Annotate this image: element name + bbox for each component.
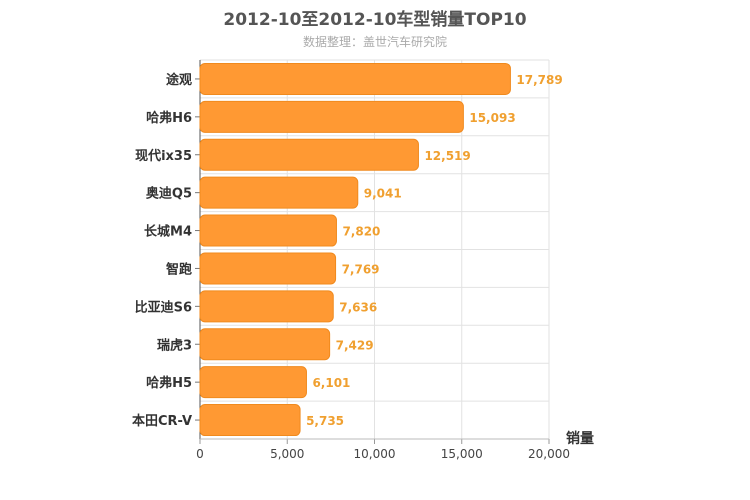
value-label: 9,041	[364, 187, 402, 201]
bar	[199, 138, 419, 171]
bar	[199, 366, 307, 399]
value-label: 7,636	[339, 300, 377, 314]
bar	[199, 100, 464, 133]
value-label: 6,101	[312, 376, 350, 390]
bar	[199, 290, 334, 323]
category-label: 比亚迪S6	[135, 299, 192, 315]
x-axis-title: 销量	[566, 430, 594, 447]
bar	[199, 252, 337, 285]
value-label: 7,820	[342, 225, 380, 239]
x-tick-label: 15,000	[441, 447, 483, 461]
category-label: 长城M4	[144, 224, 192, 240]
value-label: 7,429	[336, 338, 374, 352]
value-label: 5,735	[306, 414, 344, 428]
category-label: 哈弗H6	[146, 110, 192, 126]
x-tick-label: 5,000	[270, 447, 304, 461]
bar	[199, 214, 337, 247]
bar	[199, 62, 511, 95]
value-label: 12,519	[424, 149, 470, 163]
chart-title: 2012-10至2012-10车型销量TOP10	[223, 10, 527, 30]
category-label: 现代ix35	[135, 148, 192, 164]
x-tick-label: 20,000	[528, 447, 570, 461]
value-label: 15,093	[469, 111, 515, 125]
chart-subtitle: 数据整理：盖世汽车研究院	[302, 35, 447, 49]
category-label: 瑞虎3	[157, 337, 192, 353]
category-label: 本田CR-V	[132, 413, 192, 429]
bar	[199, 328, 331, 361]
x-tick-label: 0	[196, 447, 204, 461]
value-label: 7,769	[342, 262, 380, 276]
bar	[199, 404, 301, 437]
bar	[199, 176, 359, 209]
x-tick-label: 10,000	[354, 447, 396, 461]
value-label: 17,789	[516, 73, 562, 87]
category-label: 奥迪Q5	[146, 186, 192, 202]
category-label: 智跑	[166, 261, 192, 277]
category-label: 哈弗H5	[146, 375, 192, 391]
category-label: 途观	[166, 72, 192, 88]
